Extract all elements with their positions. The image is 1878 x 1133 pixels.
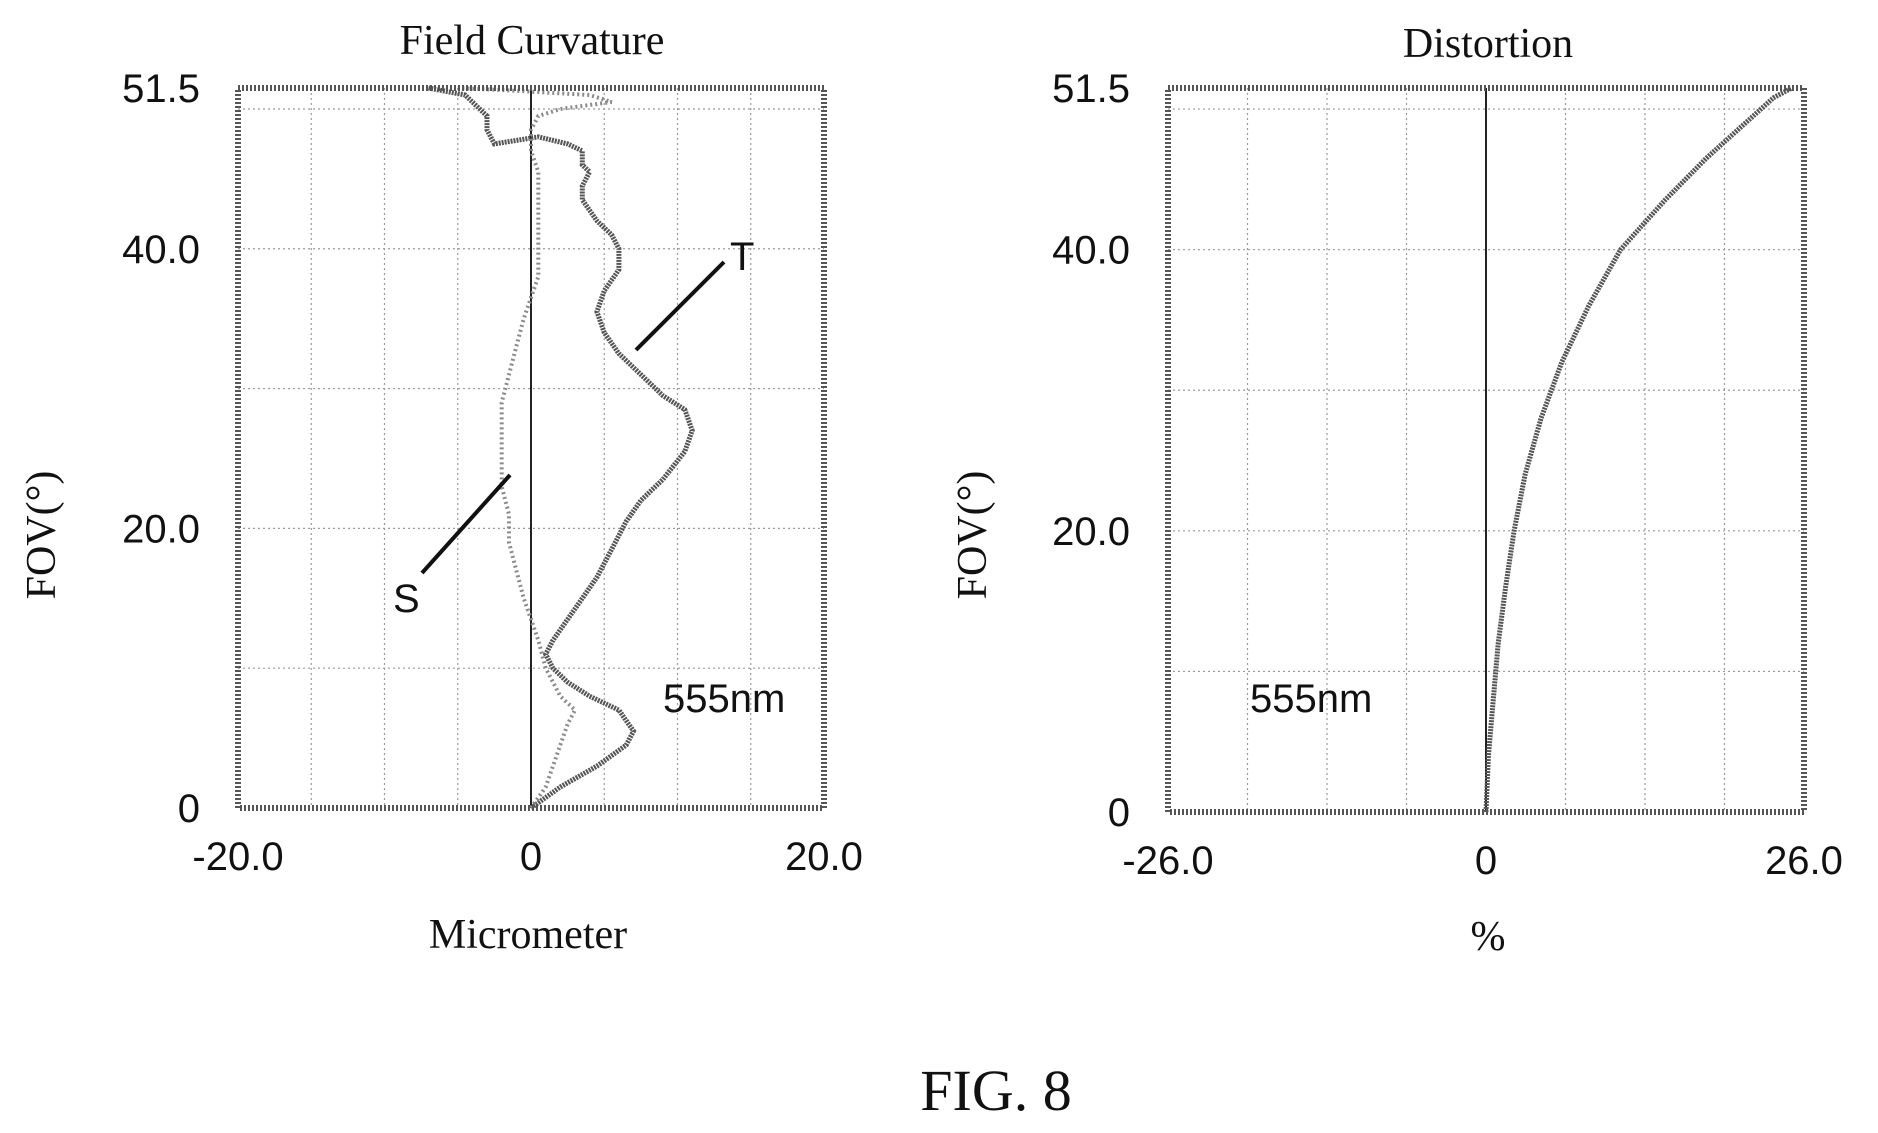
fc-plot-frame [235,85,827,811]
fc-series-s-line [457,86,613,810]
fc-y-axis-label: FOV(°) [19,471,65,600]
fc-x-tick-label: 0 [520,835,542,879]
dist-y-tick-label: 20.0 [1052,510,1130,554]
dist-y-tick-label: 51.5 [1052,67,1130,111]
fc-y-tick-label: 51.5 [122,67,200,111]
dist-x-tick-label: -26.0 [1122,839,1213,883]
dist-y-tick-label: 40.0 [1052,229,1130,273]
fc-series-t-line [428,85,695,811]
fc-gridlines [238,88,824,808]
t-series-label: T [730,235,754,279]
field-curvature-chart: Field Curvature -20.0 0 20.0020.040.051.5 … [19,18,863,958]
dist-y-axis-label: FOV(°) [950,471,996,600]
figure-caption: FIG. 8 [920,1058,1071,1123]
dist-x-axis-label: % [1471,914,1506,960]
dist-gridlines [1168,88,1804,812]
fc-y-tick-label: 40.0 [122,228,200,272]
t-leader-line [634,260,726,352]
fc-wavelength-label: 555nm [663,677,785,721]
dist-x-tick-label: 26.0 [1765,839,1843,883]
fc-x-tick-label: -20.0 [192,835,283,879]
fc-curves [428,85,695,811]
dist-plot-frame [1165,85,1807,815]
dist-curves [1483,85,1793,813]
fc-x-axis-label: Micrometer [429,912,627,958]
dist-series-line [1483,85,1793,813]
dist-x-tick-label: 0 [1475,839,1497,883]
dist-wavelength-label: 555nm [1250,677,1372,721]
fc-y-tick-label: 20.0 [122,507,200,551]
fc-x-tick-label: 20.0 [785,835,863,879]
fc-y-tick-label: 0 [178,787,200,831]
dist-title: Distortion [1403,21,1573,67]
fc-title: Field Curvature [400,18,665,64]
dist-y-tick-label: 0 [1108,791,1130,835]
s-leader-line [420,473,512,575]
s-series-label: S [393,577,420,621]
